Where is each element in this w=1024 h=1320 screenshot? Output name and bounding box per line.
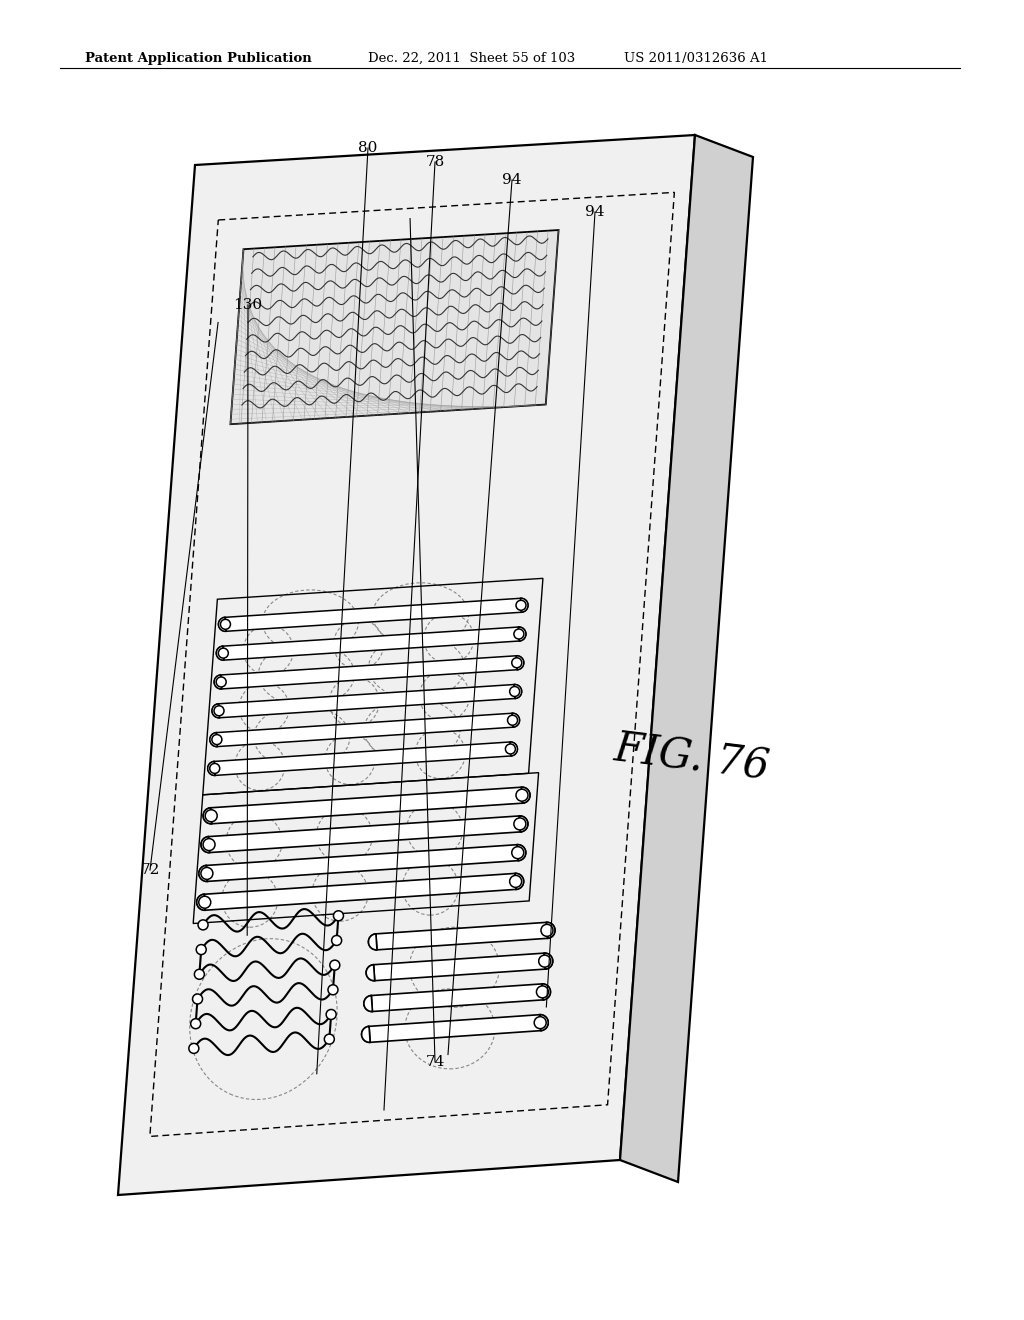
Circle shape (190, 1019, 201, 1028)
Polygon shape (369, 1015, 541, 1043)
Polygon shape (216, 713, 513, 747)
Polygon shape (212, 704, 219, 718)
Circle shape (514, 630, 524, 639)
Polygon shape (517, 845, 525, 861)
Polygon shape (361, 1027, 370, 1043)
Polygon shape (218, 685, 515, 718)
Polygon shape (204, 874, 516, 911)
Circle shape (216, 677, 226, 686)
Circle shape (541, 924, 553, 936)
Polygon shape (372, 983, 543, 1011)
Circle shape (510, 875, 521, 887)
Polygon shape (512, 713, 519, 727)
Polygon shape (118, 135, 695, 1195)
Circle shape (201, 867, 213, 879)
Polygon shape (510, 742, 517, 756)
Polygon shape (544, 953, 553, 969)
Circle shape (198, 920, 208, 929)
Text: 94: 94 (586, 205, 605, 219)
Circle shape (330, 960, 340, 970)
Polygon shape (518, 627, 526, 642)
Polygon shape (542, 983, 551, 999)
Circle shape (220, 619, 230, 630)
Polygon shape (201, 837, 210, 853)
Polygon shape (209, 816, 520, 853)
Polygon shape (230, 230, 558, 424)
Circle shape (506, 744, 515, 754)
Polygon shape (218, 618, 226, 631)
Polygon shape (208, 762, 215, 775)
Polygon shape (216, 647, 224, 660)
Circle shape (199, 896, 211, 908)
Circle shape (510, 686, 519, 697)
Text: 94: 94 (502, 173, 522, 187)
Circle shape (218, 648, 228, 659)
Circle shape (188, 1043, 199, 1053)
Circle shape (193, 994, 203, 1005)
Circle shape (514, 818, 526, 830)
Text: 78: 78 (425, 154, 444, 169)
Circle shape (508, 715, 517, 725)
Circle shape (210, 763, 220, 774)
Circle shape (214, 706, 224, 715)
Polygon shape (521, 787, 530, 803)
Circle shape (325, 1034, 334, 1044)
Polygon shape (515, 874, 523, 890)
Circle shape (328, 985, 338, 995)
Polygon shape (211, 787, 522, 824)
Polygon shape (214, 742, 511, 775)
Polygon shape (364, 995, 373, 1011)
Polygon shape (514, 685, 521, 698)
Text: 74: 74 (425, 1055, 444, 1069)
Polygon shape (225, 598, 521, 631)
Polygon shape (516, 656, 523, 669)
Circle shape (212, 735, 222, 744)
Polygon shape (369, 933, 377, 950)
Polygon shape (520, 598, 528, 612)
Circle shape (205, 809, 217, 822)
Text: Patent Application Publication: Patent Application Publication (85, 51, 311, 65)
Polygon shape (519, 816, 527, 832)
Circle shape (537, 986, 549, 998)
Polygon shape (214, 675, 221, 689)
Polygon shape (207, 845, 518, 882)
Polygon shape (374, 953, 545, 981)
Circle shape (539, 956, 551, 968)
Polygon shape (221, 656, 517, 689)
Circle shape (512, 657, 522, 668)
Circle shape (195, 969, 205, 979)
Circle shape (516, 789, 528, 801)
Polygon shape (210, 733, 217, 747)
Circle shape (535, 1016, 546, 1028)
Circle shape (332, 936, 342, 945)
Polygon shape (223, 627, 519, 660)
Polygon shape (540, 1015, 548, 1031)
Polygon shape (367, 965, 375, 981)
Text: 80: 80 (358, 141, 378, 154)
Circle shape (516, 601, 526, 610)
Circle shape (334, 911, 343, 921)
Circle shape (512, 846, 523, 859)
Circle shape (197, 945, 206, 954)
Text: US 2011/0312636 A1: US 2011/0312636 A1 (624, 51, 768, 65)
Circle shape (203, 838, 215, 850)
Polygon shape (620, 135, 753, 1181)
Circle shape (327, 1010, 336, 1019)
Polygon shape (203, 808, 212, 824)
Text: 130: 130 (233, 298, 262, 312)
Text: 72: 72 (140, 863, 160, 876)
Polygon shape (199, 866, 208, 882)
Text: Dec. 22, 2011  Sheet 55 of 103: Dec. 22, 2011 Sheet 55 of 103 (368, 51, 575, 65)
Polygon shape (197, 894, 205, 911)
Text: FIG. 76: FIG. 76 (611, 727, 772, 788)
Polygon shape (376, 923, 548, 950)
Polygon shape (547, 923, 555, 939)
